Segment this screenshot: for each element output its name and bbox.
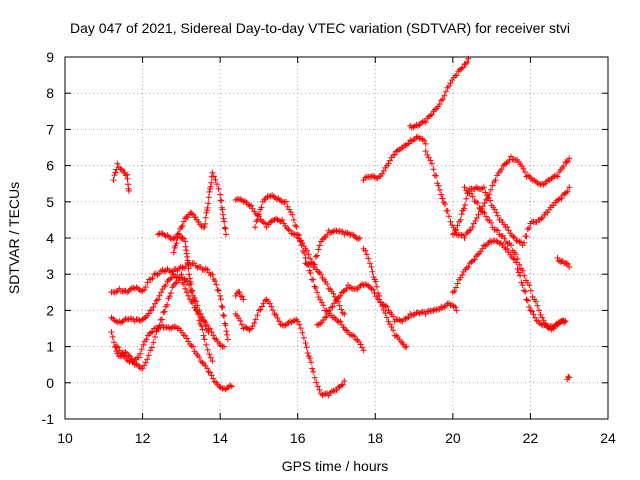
- series-markers: [232, 196, 348, 317]
- series-markers: [449, 184, 573, 249]
- series-markers: [232, 288, 247, 303]
- x-tick-label: 20: [445, 430, 461, 446]
- chart-title: Day 047 of 2021, Sidereal Day-to-day VTE…: [70, 20, 570, 36]
- y-tick-label: 5: [46, 194, 54, 210]
- x-tick-label: 10: [57, 430, 73, 446]
- series-s1: [110, 160, 132, 194]
- y-tick-label: 4: [46, 230, 54, 246]
- y-tick-label: 7: [46, 121, 54, 137]
- series-markers: [360, 133, 429, 184]
- x-tick-label: 14: [212, 430, 228, 446]
- series-markers: [449, 237, 569, 332]
- y-tick-label: 1: [46, 339, 54, 355]
- series-markers: [554, 254, 573, 270]
- x-axis-label: GPS time / hours: [282, 458, 389, 474]
- series-markers: [110, 160, 132, 194]
- series-markers: [407, 55, 472, 131]
- y-tick-label: 6: [46, 158, 54, 174]
- series-s14: [360, 245, 410, 351]
- series-s8: [232, 196, 348, 317]
- series-markers: [422, 148, 573, 241]
- series-markers: [360, 245, 410, 351]
- series-s20: [461, 184, 569, 333]
- series-s9: [252, 192, 367, 354]
- series-markers: [461, 184, 569, 333]
- series-markers: [232, 296, 348, 399]
- series-s17: [422, 148, 573, 241]
- series-markers: [564, 373, 573, 383]
- series-s16: [407, 55, 472, 131]
- series-s12: [302, 227, 363, 270]
- y-tick-label: 0: [46, 375, 54, 391]
- series-markers: [112, 271, 216, 372]
- x-tick-label: 24: [600, 430, 616, 446]
- data-points: [108, 55, 573, 399]
- series-markers: [170, 169, 229, 256]
- y-tick-label: 9: [46, 49, 54, 65]
- x-tick-label: 12: [135, 430, 151, 446]
- y-tick-label: 8: [46, 85, 54, 101]
- series-s7: [170, 169, 229, 256]
- series-markers: [314, 281, 460, 328]
- x-tick-label: 18: [367, 430, 383, 446]
- series-s22: [564, 373, 573, 383]
- x-tick-label: 16: [290, 430, 306, 446]
- series-markers: [302, 227, 363, 270]
- series-s18: [449, 237, 569, 332]
- series-markers: [108, 259, 231, 343]
- series-markers: [252, 192, 367, 354]
- series-s11: [232, 288, 247, 303]
- series-s10: [232, 296, 348, 399]
- y-tick-label: -1: [42, 411, 55, 427]
- y-tick-label: 3: [46, 266, 54, 282]
- series-s4: [108, 321, 235, 393]
- y-axis-label: SDTVAR / TECUs: [6, 182, 22, 294]
- series-s21: [554, 254, 573, 270]
- series-s5: [112, 271, 216, 372]
- series-s19: [449, 184, 573, 249]
- y-tick-label: 2: [46, 302, 54, 318]
- series-markers: [108, 321, 235, 393]
- x-tick-label: 22: [523, 430, 539, 446]
- series-s13: [314, 281, 460, 328]
- series-s2: [108, 259, 231, 343]
- series-s15: [360, 133, 429, 184]
